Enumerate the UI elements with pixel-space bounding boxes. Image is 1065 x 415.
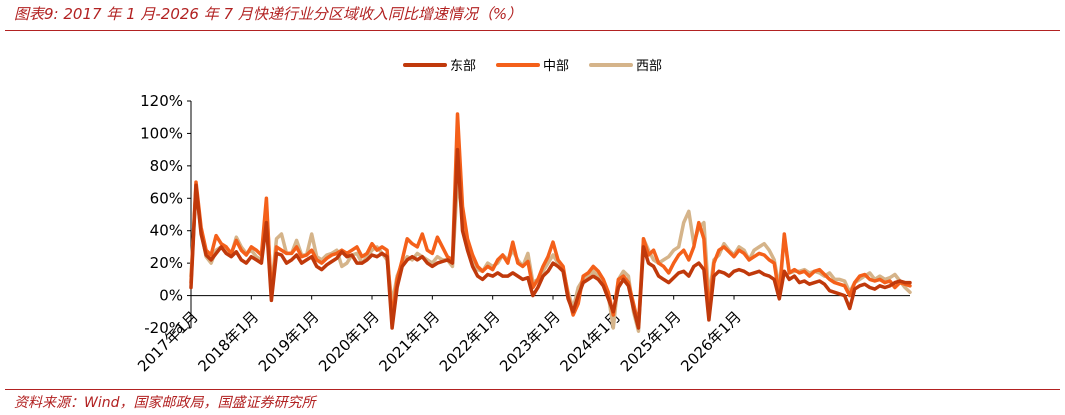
y-tick-label: 100% <box>140 124 183 142</box>
y-tick-label: 120% <box>140 92 183 110</box>
x-tick-label: 2022年1月 <box>436 308 504 376</box>
title-divider <box>5 30 1060 31</box>
x-tick-label: 2019年1月 <box>255 308 323 376</box>
chart-title: 图表9: 2017 年 1 月-2026 年 7 月快递行业分区域收入同比增速情… <box>14 5 523 23</box>
x-axis: 2017年1月2018年1月2019年1月2020年1月2021年1月2022年… <box>134 295 910 376</box>
x-tick-label: 2021年1月 <box>375 308 443 376</box>
y-tick-label: 40% <box>150 222 183 240</box>
x-tick-label: 2020年1月 <box>315 308 383 376</box>
x-tick-label: 2023年1月 <box>496 308 564 376</box>
legend-label-2: 中部 <box>543 59 569 74</box>
x-tick-label: 2026年1月 <box>677 308 745 376</box>
series-group <box>189 112 912 333</box>
y-axis: -20% 0% 20% 40% 60% 80% 100% 120% <box>140 92 192 337</box>
x-tick-label: 2025年1月 <box>617 308 685 376</box>
y-tick-label: 80% <box>150 157 183 175</box>
legend-label-3: 西部 <box>636 59 662 74</box>
x-tick-label: 2018年1月 <box>194 308 262 376</box>
series-line-1 <box>189 147 912 330</box>
source-note: 资料来源：Wind，国家邮政局，国盛证券研究所 <box>14 395 316 411</box>
legend-label-1: 东部 <box>450 59 476 74</box>
y-tick-label: 0% <box>159 287 183 305</box>
legend: 东部 中部 西部 <box>403 59 662 74</box>
y-tick-label: 20% <box>150 254 183 272</box>
series-line-2 <box>189 112 912 327</box>
footer-divider <box>5 389 1060 390</box>
y-tick-label: 60% <box>150 189 183 207</box>
y-tick-label: -20% <box>144 319 183 337</box>
x-tick-label: 2017年1月 <box>134 308 202 376</box>
